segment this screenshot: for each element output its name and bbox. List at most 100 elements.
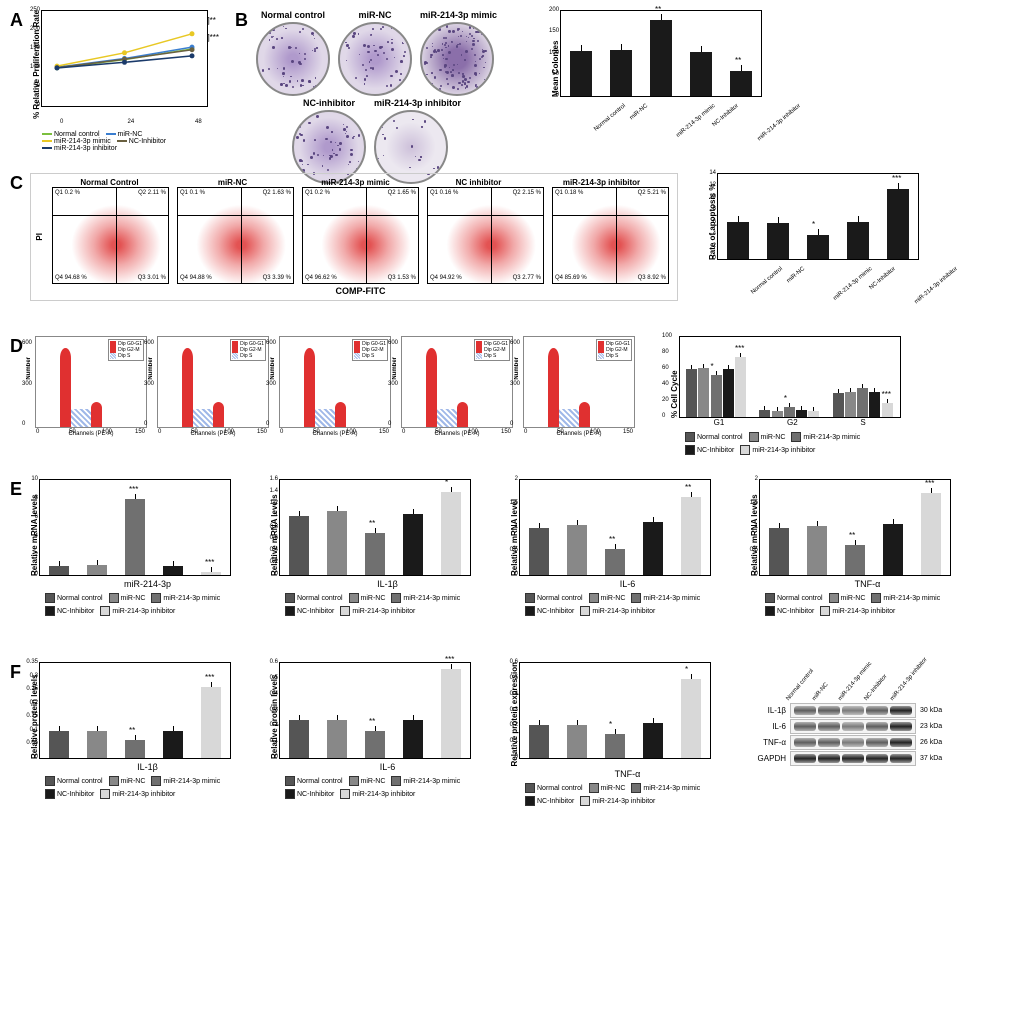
ytick: 0 — [541, 92, 559, 98]
colony-well — [256, 22, 330, 96]
blot-band — [794, 754, 816, 763]
hist-xlabel: Channels (PE-A) — [36, 431, 146, 437]
bar — [201, 572, 222, 575]
legend-item: miR-NC — [349, 776, 386, 786]
bar — [681, 497, 702, 575]
fc-quadrant-label: Q1 0.2 % — [55, 190, 80, 196]
bar — [125, 499, 146, 575]
D-group-label: G2 — [787, 418, 798, 427]
flow-plot: Q1 0.1 %Q2 1.63 %Q3 3.39 %Q4 94.88 % — [177, 187, 294, 284]
label-A: A — [10, 10, 23, 31]
bar — [605, 734, 626, 758]
blot-mw: 26 kDa — [920, 739, 942, 746]
blot-band — [866, 722, 888, 731]
blot-row: IL-623 kDa — [750, 719, 942, 734]
blot-protein-label: GAPDH — [750, 754, 786, 763]
blot-row: GAPDH37 kDa — [750, 751, 942, 766]
fc-quadrant-label: Q2 5.21 % — [638, 190, 666, 196]
legend-item: NC-Inhibitor — [765, 606, 814, 616]
D-legend-item: miR-NC — [749, 432, 786, 442]
blot-band — [794, 738, 816, 747]
chart-title: miR-214-3p — [45, 579, 250, 589]
small-chart: Relative protein levels00.050.10.150.20.… — [30, 662, 250, 809]
D-group-label: G1 — [714, 418, 725, 427]
legend-item: miR-214-3p mimic — [631, 593, 700, 603]
fc-quadrant-label: Q1 0.2 % — [305, 190, 330, 196]
hist-xlabel: Channels (PE-A) — [402, 431, 512, 437]
bar — [727, 222, 749, 259]
small-chart: Relative protein levels00.10.20.30.40.50… — [270, 662, 490, 809]
flow-plot: Q1 0.2 %Q2 1.65 %Q3 1.53 %Q4 96.62 % — [302, 187, 419, 284]
fc-quadrant-label: Q3 8.92 % — [638, 275, 666, 281]
A-ytick: 250 — [24, 7, 40, 13]
bar — [869, 392, 880, 417]
label-C: C — [10, 173, 23, 194]
bar — [690, 52, 712, 96]
blot-band — [842, 722, 864, 731]
fc-quadrant-label: Q1 0.16 % — [430, 190, 458, 196]
legend-item: miR-214-3p inhibitor — [100, 789, 175, 799]
D-legend-item: NC-Inhibitor — [685, 445, 734, 455]
bar — [796, 410, 807, 417]
blot-row: TNF-α26 kDa — [750, 735, 942, 750]
bar — [807, 526, 828, 575]
chart-title: IL-6 — [525, 579, 730, 589]
blot-band — [818, 754, 840, 763]
blot-band — [866, 738, 888, 747]
hist-xlabel: Channels (PE-A) — [158, 431, 268, 437]
panel-C-bar: Rate of apoptosis % 02468101214**** Norm… — [708, 173, 919, 305]
bar — [403, 720, 424, 758]
legend-item: NC-Inhibitor — [525, 606, 574, 616]
A-xtick: 24 — [128, 119, 135, 125]
fc-quadrant-label: Q4 94.88 % — [180, 275, 212, 281]
bar — [681, 679, 702, 758]
histogram: Dip G0-G1Dip G2-MDip SNumberChannels (PE… — [157, 336, 269, 428]
blot-band — [866, 754, 888, 763]
bar — [567, 525, 588, 575]
legend-item: miR-NC — [109, 593, 146, 603]
blot-protein-label: IL-1β — [750, 706, 786, 715]
histogram: Dip G0-G1Dip G2-MDip SNumberChannels (PE… — [279, 336, 391, 428]
flow-plot: Q1 0.18 %Q2 5.21 %Q3 8.92 %Q4 85.69 % — [552, 187, 669, 284]
chart-title: IL-1β — [45, 762, 250, 772]
xtick: miR-214-3p inhibitor — [757, 103, 802, 142]
legend-item: miR-214-3p mimic — [151, 593, 220, 603]
A-ytick: 100 — [24, 64, 40, 70]
bar — [698, 368, 709, 417]
sig-marker: ** — [655, 5, 661, 14]
legend-item: miR-214-3p inhibitor — [100, 606, 175, 616]
small-chart: Relative mRNA levels00.511.52*****TNF-αN… — [750, 479, 970, 619]
ytick: 50 — [541, 71, 559, 77]
ytick: 10 — [698, 194, 716, 200]
legend-item: miR-NC — [589, 593, 626, 603]
D-legend-item: miR-214-3p inhibitor — [740, 445, 815, 455]
panel-F-blot: Normal controlmiR-NCmiR-214-3p mimicNC-I… — [750, 662, 942, 767]
A-xtick: 0 — [60, 119, 63, 125]
bar — [87, 731, 108, 758]
fc-quadrant-label: Q3 2.77 % — [513, 275, 541, 281]
legend-item: miR-214-3p mimic — [151, 776, 220, 786]
panel-F-charts: Relative protein levels00.050.10.150.20.… — [30, 662, 730, 809]
small-chart: Relative mRNA level00.511.52****IL-6Norm… — [510, 479, 730, 619]
legend-item: miR-NC — [349, 593, 386, 603]
figure-root: A B % Relative Proliferation Rate 050100… — [10, 10, 1010, 837]
well-label: miR-214-3p mimic — [420, 10, 497, 20]
legend-item: miR-214-3p mimic — [391, 593, 460, 603]
bar — [643, 723, 664, 758]
C-ylabel: PI — [35, 233, 44, 241]
small-chart: Relative protein expression00.10.20.30.4… — [510, 662, 730, 809]
A-ytick: 200 — [24, 26, 40, 32]
D-bar-ylabel: % Cell Cycle — [670, 336, 679, 418]
legend-item: Normal control — [765, 593, 823, 603]
colony-well — [420, 22, 494, 96]
hist-xlabel: Channels (PE-A) — [524, 431, 634, 437]
ytick: 2 — [698, 243, 716, 249]
bar — [441, 492, 462, 575]
bar — [723, 369, 734, 417]
bar — [833, 393, 844, 417]
fc-quadrant-label: Q4 96.62 % — [305, 275, 337, 281]
hist-legend-item: Dip S — [232, 353, 264, 359]
bar — [49, 566, 70, 576]
bar — [643, 522, 664, 575]
blot-band — [866, 706, 888, 715]
